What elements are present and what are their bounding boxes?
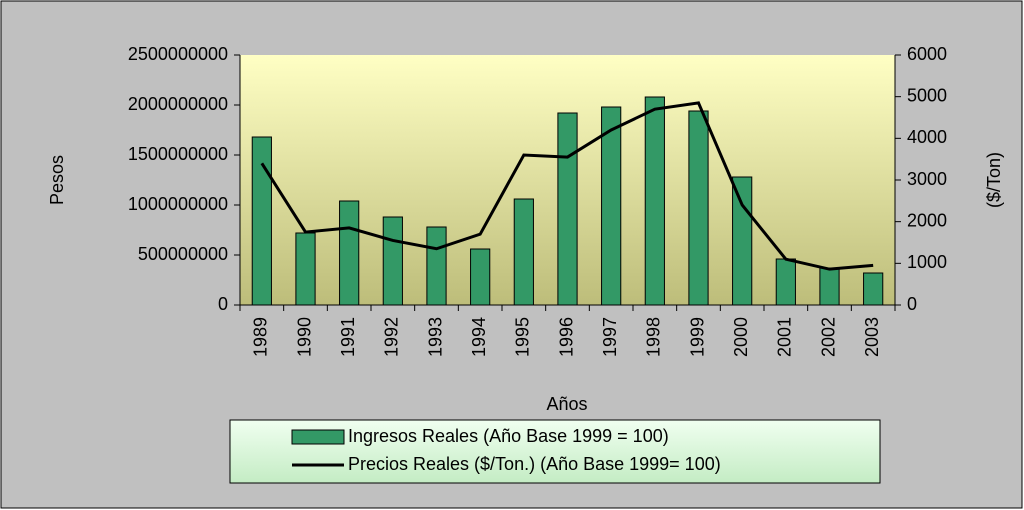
y-axis-title: Pesos bbox=[47, 155, 67, 205]
bar bbox=[732, 176, 753, 306]
y2-tick-label: 2000 bbox=[907, 210, 947, 230]
bar bbox=[382, 216, 403, 306]
x-tick-label: 1990 bbox=[294, 317, 314, 357]
bar bbox=[644, 96, 665, 306]
bar bbox=[863, 272, 884, 306]
bar bbox=[339, 200, 360, 306]
y2-tick-label: 1000 bbox=[907, 252, 947, 272]
y2-tick-label: 6000 bbox=[907, 44, 947, 64]
legend bbox=[229, 419, 881, 484]
x-tick-label: 2001 bbox=[775, 317, 795, 357]
y-tick-label: 0 bbox=[218, 294, 228, 314]
x-tick-label: 1998 bbox=[644, 317, 664, 357]
legend-label: Precios Reales ($/Ton.) (Año Base 1999= … bbox=[348, 454, 721, 474]
legend-label: Ingresos Reales (Año Base 1999 = 100) bbox=[348, 426, 669, 446]
bar bbox=[688, 110, 709, 306]
y-tick-label: 2000000000 bbox=[128, 94, 228, 114]
x-tick-label: 1995 bbox=[513, 317, 533, 357]
y2-axis-title: ($/Ton) bbox=[984, 152, 1004, 208]
x-tick-label: 1994 bbox=[469, 317, 489, 357]
y-tick-label: 2500000000 bbox=[128, 44, 228, 64]
bar bbox=[470, 248, 491, 306]
legend-swatch bbox=[291, 429, 345, 445]
y-tick-label: 1000000000 bbox=[128, 194, 228, 214]
bar bbox=[251, 136, 272, 306]
bar bbox=[819, 267, 840, 306]
y2-tick-label: 3000 bbox=[907, 169, 947, 189]
x-axis-title: Años bbox=[546, 394, 587, 414]
y-tick-label: 500000000 bbox=[138, 244, 228, 264]
x-tick-label: 1989 bbox=[251, 317, 271, 357]
x-tick-label: 1999 bbox=[687, 317, 707, 357]
y2-tick-label: 0 bbox=[907, 294, 917, 314]
bar bbox=[295, 232, 316, 306]
y2-tick-label: 4000 bbox=[907, 127, 947, 147]
x-tick-label: 1992 bbox=[382, 317, 402, 357]
x-tick-label: 2003 bbox=[862, 317, 882, 357]
x-tick-label: 1991 bbox=[338, 317, 358, 357]
line bbox=[260, 101, 874, 271]
y-tick-label: 1500000000 bbox=[128, 144, 228, 164]
x-tick-label: 2002 bbox=[818, 317, 838, 357]
x-tick-label: 1996 bbox=[556, 317, 576, 357]
x-tick-label: 1993 bbox=[425, 317, 445, 357]
y2-tick-label: 5000 bbox=[907, 85, 947, 105]
bar bbox=[775, 258, 796, 306]
bar bbox=[557, 112, 578, 306]
x-tick-label: 2000 bbox=[731, 317, 751, 357]
bar bbox=[513, 198, 534, 306]
x-tick-label: 1997 bbox=[600, 317, 620, 357]
bar bbox=[601, 106, 622, 306]
bar bbox=[426, 226, 447, 306]
